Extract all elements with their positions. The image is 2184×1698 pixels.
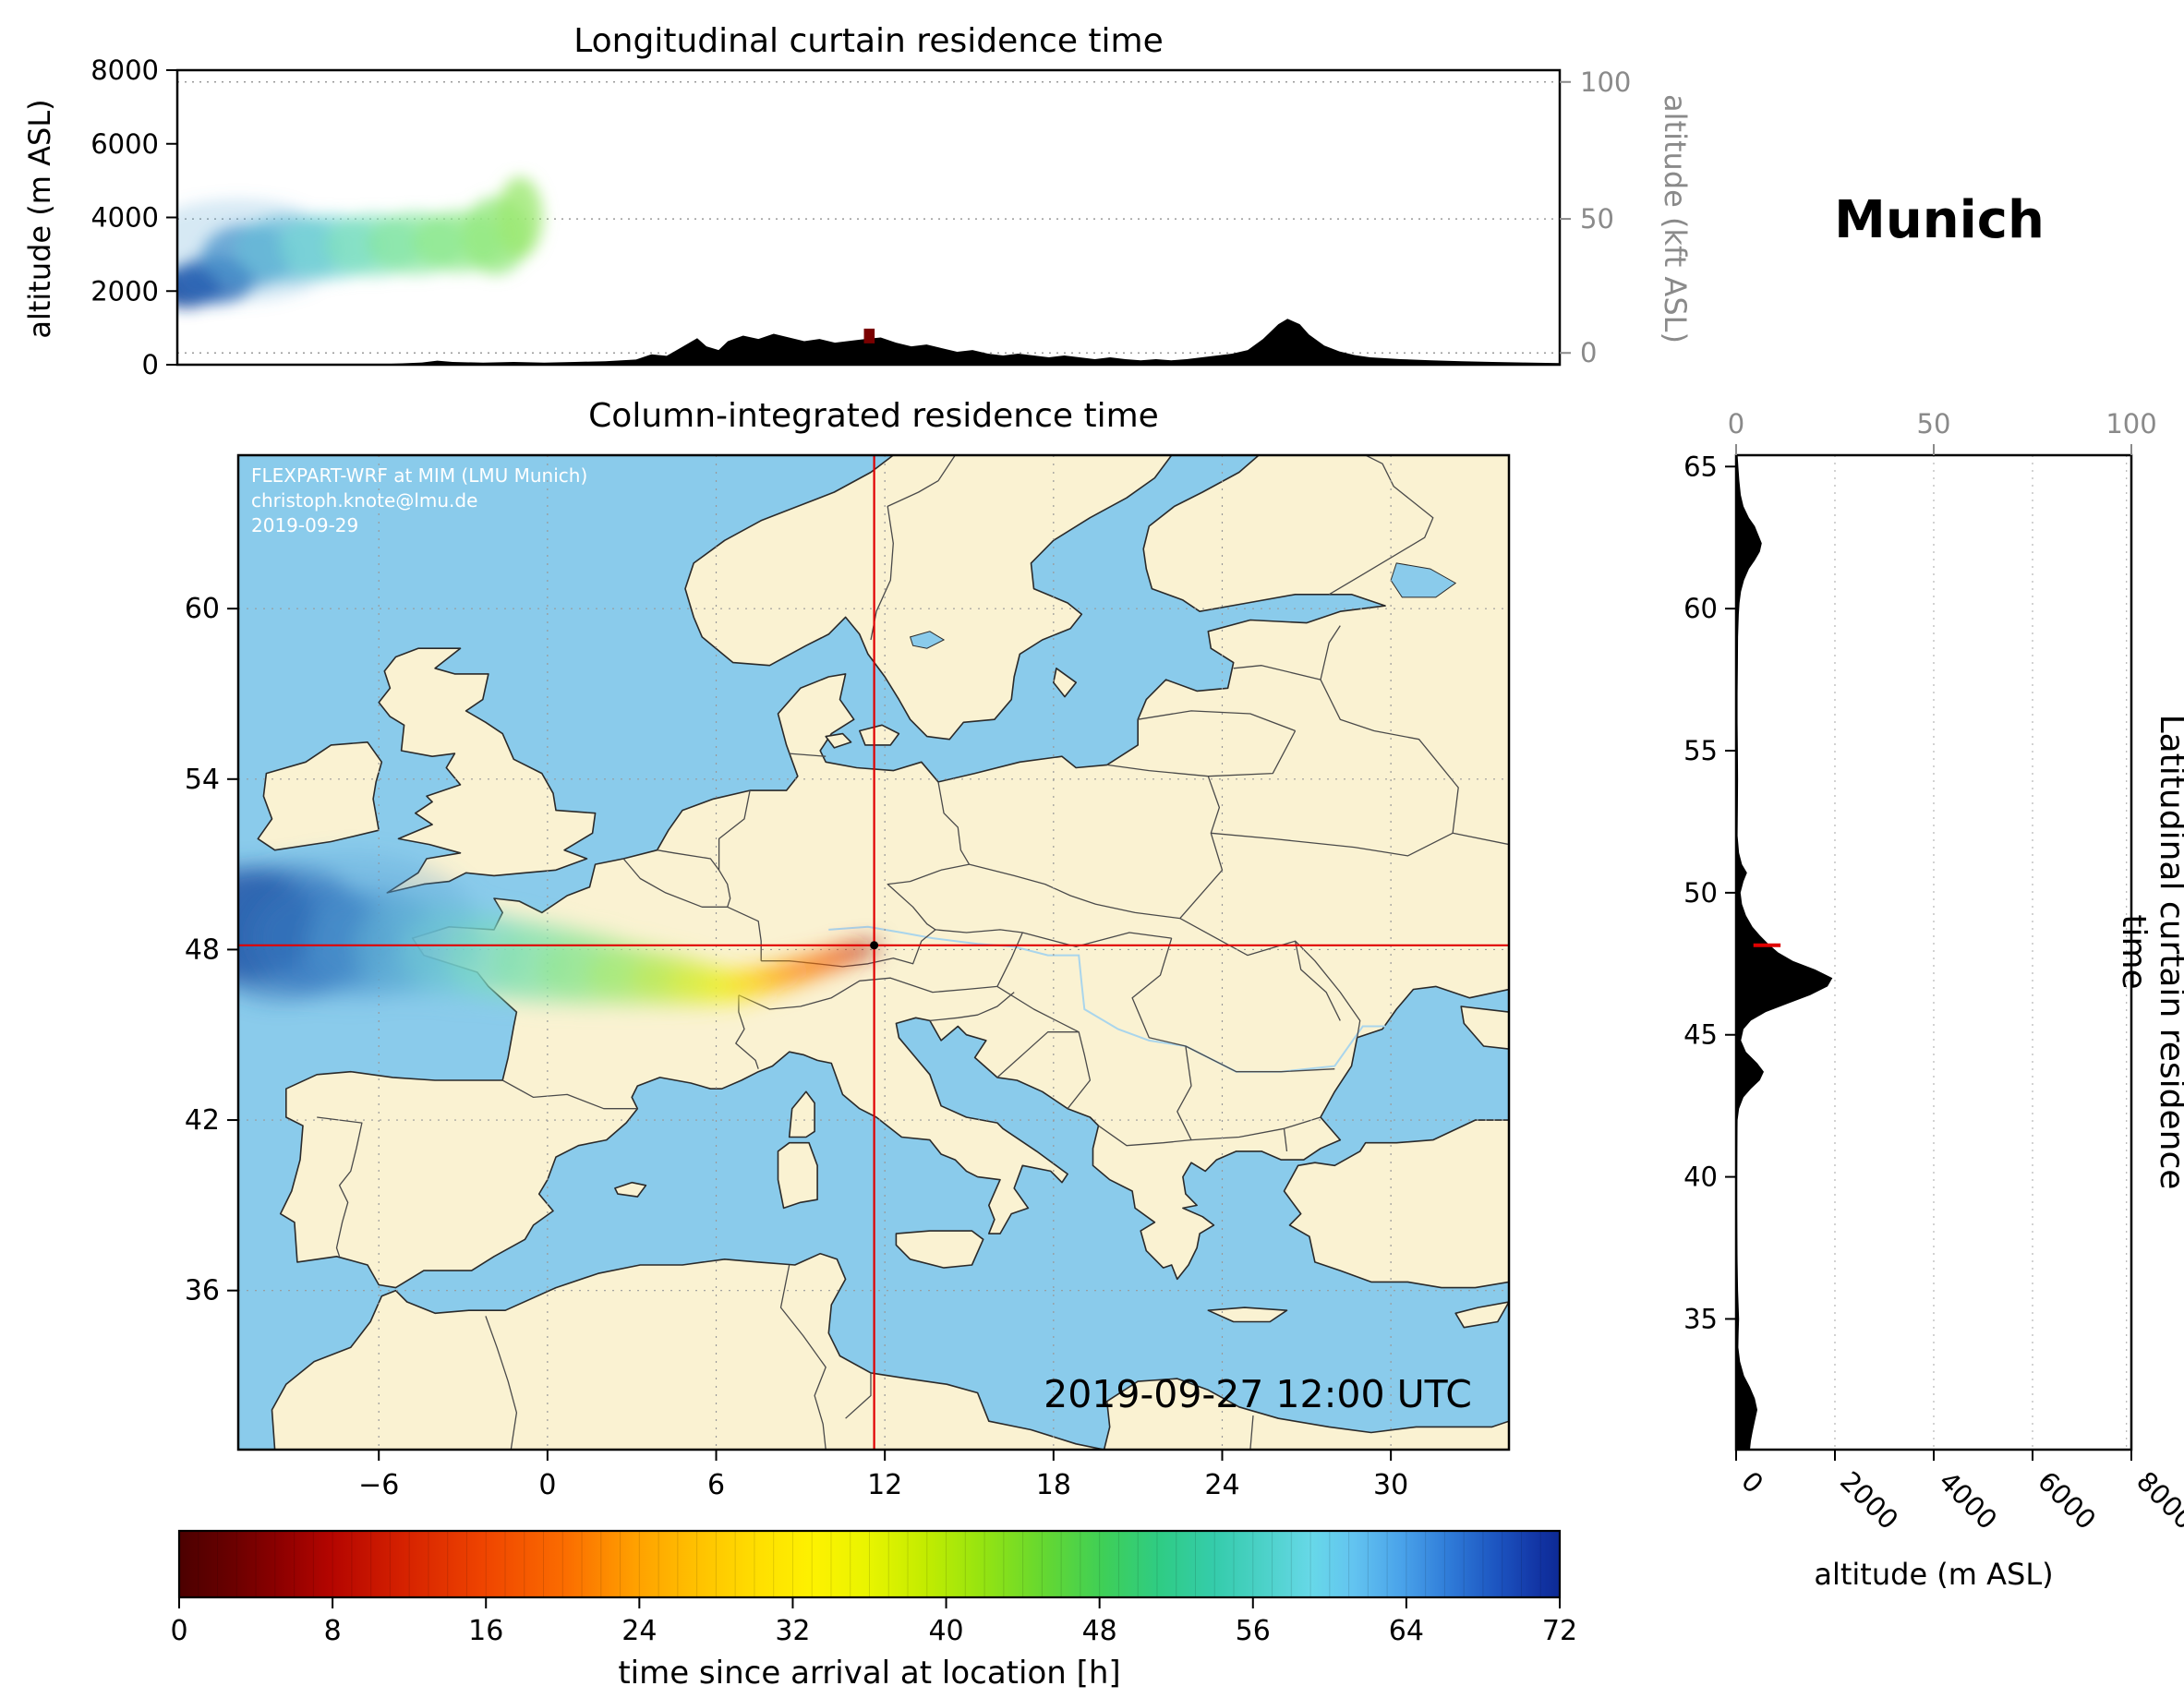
- land-polygons: [257, 455, 1509, 1450]
- map-panel-title: Column-integrated residence time: [588, 397, 1159, 435]
- svg-text:24: 24: [621, 1615, 657, 1647]
- latitudinal-panel-title: Latitudinal curtain residence time: [2115, 714, 2184, 1190]
- svg-text:42: 42: [185, 1104, 220, 1137]
- svg-text:0: 0: [142, 349, 159, 380]
- residence-plume: [238, 852, 879, 1006]
- svg-text:36: 36: [185, 1275, 220, 1307]
- credit-line-1: FLEXPART-WRF at MIM (LMU Munich): [251, 464, 588, 487]
- map-credit-annotation: FLEXPART-WRF at MIM (LMU Munich) christo…: [251, 464, 587, 538]
- svg-text:30: 30: [1373, 1469, 1408, 1501]
- longitudinal-panel-title: Longitudinal curtain residence time: [573, 22, 1164, 60]
- source-marker: [863, 328, 875, 343]
- residence-plume: [177, 176, 543, 308]
- svg-text:48: 48: [1082, 1615, 1117, 1647]
- svg-text:8000: 8000: [2130, 1465, 2184, 1535]
- svg-text:6000: 6000: [92, 128, 159, 160]
- svg-text:4000: 4000: [92, 202, 159, 234]
- left-axis-ticks: 0 2000 4000 6000 8000: [92, 54, 177, 380]
- colorbar-gradient: [179, 1531, 1560, 1597]
- svg-text:0: 0: [538, 1469, 556, 1501]
- svg-text:72: 72: [1542, 1615, 1577, 1647]
- svg-text:45: 45: [1683, 1019, 1718, 1051]
- svg-text:100: 100: [2106, 408, 2156, 440]
- map-base: [238, 455, 1509, 1450]
- svg-text:55: 55: [1683, 735, 1718, 766]
- longitudinal-curtain-plot: 0 2000 4000 6000 8000 0 50 100: [92, 54, 1631, 380]
- column-map-plot: −6 0 6 12 18 24 30 36 42 48 54 60: [185, 453, 1511, 1501]
- colorbar-segments: [198, 1531, 1541, 1597]
- svg-text:24: 24: [1204, 1469, 1239, 1501]
- latitude-profile: [1736, 455, 1833, 1450]
- latitudinal-curtain-plot: 35 40 45 50 55 60 65 0 50 100 0 2000 4000 6000 8000: [1683, 408, 2184, 1535]
- svg-text:60: 60: [1683, 593, 1718, 624]
- svg-text:2000: 2000: [92, 275, 159, 307]
- svg-text:16: 16: [468, 1615, 503, 1647]
- svg-text:8: 8: [324, 1615, 342, 1647]
- svg-text:0: 0: [1580, 337, 1597, 368]
- receptor-name-title: Munich: [1834, 190, 2045, 250]
- svg-text:18: 18: [1036, 1469, 1071, 1501]
- colorbar: 0 8 16 24 32 40 48 56 64 72: [170, 1529, 1577, 1647]
- svg-text:12: 12: [867, 1469, 902, 1501]
- svg-text:54: 54: [185, 764, 220, 796]
- svg-text:100: 100: [1580, 66, 1631, 98]
- svg-text:8000: 8000: [92, 54, 159, 86]
- svg-text:2000: 2000: [1834, 1465, 1904, 1535]
- bottom-axis-ticks: 0 2000 4000 6000 8000: [1735, 1450, 2184, 1535]
- svg-text:0: 0: [1728, 408, 1744, 440]
- receptor-crosshair: [238, 455, 1509, 1450]
- svg-text:6000: 6000: [2032, 1465, 2102, 1535]
- svg-text:0: 0: [170, 1615, 187, 1647]
- svg-text:60: 60: [185, 593, 220, 625]
- svg-text:−6: −6: [358, 1469, 399, 1501]
- colorbar-label: time since arrival at location [h]: [618, 1655, 1121, 1692]
- svg-text:50: 50: [1683, 877, 1718, 909]
- top-axis-ticks: 0 50 100: [1728, 408, 2157, 455]
- credit-line-2: christoph.knote@lmu.de: [251, 489, 478, 512]
- latitudinal-xlabel: altitude (m ASL): [1814, 1557, 2054, 1592]
- longitude-ticks: −6 0 6 12 18 24 30: [358, 1450, 1408, 1501]
- longitudinal-ylabel-left: altitude (m ASL): [22, 99, 57, 339]
- receptor-dot: [870, 941, 879, 950]
- svg-text:50: 50: [1580, 203, 1614, 235]
- svg-text:6: 6: [707, 1469, 725, 1501]
- right-axis-ticks: 0 50 100: [1560, 66, 1631, 368]
- colorbar-ticks: 0 8 16 24 32 40 48 56 64 72: [170, 1597, 1577, 1647]
- svg-text:65: 65: [1683, 451, 1718, 482]
- longitudinal-ylabel-right: altitude (kft ASL): [1658, 94, 1693, 343]
- svg-text:48: 48: [185, 933, 220, 966]
- svg-text:56: 56: [1236, 1615, 1271, 1647]
- latitude-ticks: 35 40 45 50 55 60 65: [1683, 451, 1736, 1334]
- svg-text:64: 64: [1389, 1615, 1424, 1647]
- grid-lines: [1834, 455, 2128, 1450]
- svg-text:35: 35: [1683, 1303, 1718, 1334]
- svg-text:0: 0: [1735, 1465, 1769, 1499]
- svg-text:40: 40: [1683, 1162, 1718, 1193]
- latitude-ticks: 36 42 48 54 60: [185, 593, 238, 1307]
- svg-text:50: 50: [1917, 408, 1951, 440]
- svg-text:32: 32: [775, 1615, 810, 1647]
- credit-line-3: 2019-09-29: [251, 514, 359, 536]
- svg-text:40: 40: [928, 1615, 963, 1647]
- map-timestamp: 2019-09-27 12:00 UTC: [1044, 1372, 1472, 1416]
- svg-text:4000: 4000: [1933, 1465, 2003, 1535]
